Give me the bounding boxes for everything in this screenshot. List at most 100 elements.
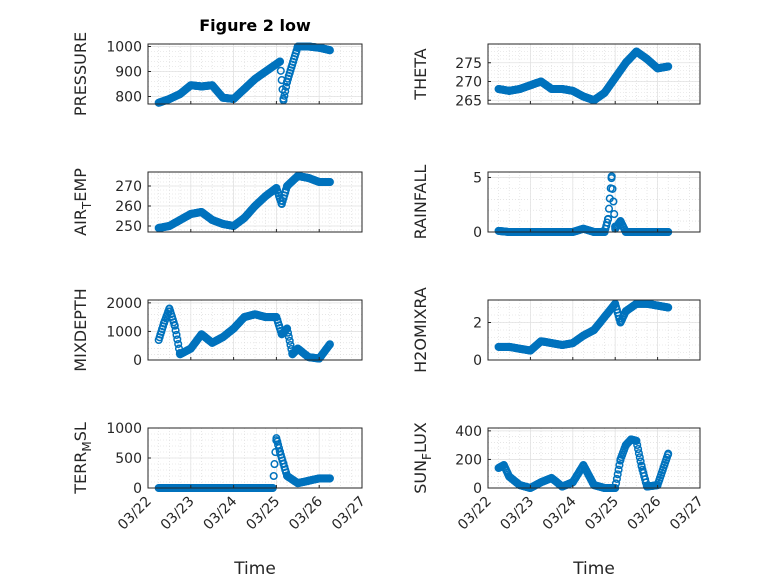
data-point — [173, 335, 182, 344]
subplot-8: 0 200 400 03/22 03/23 03/24 03/25 03/26 03/27 SUN… — [411, 422, 707, 579]
y-tick-label: 0 — [473, 353, 482, 369]
y-tick-label: 270 — [115, 179, 142, 195]
y-tick-label: 265 — [455, 93, 482, 109]
data-point — [276, 66, 285, 75]
data-point — [275, 57, 285, 66]
y-tick-label: 0 — [133, 481, 142, 497]
axes-frame — [487, 43, 701, 105]
data-point — [325, 474, 334, 483]
data-point — [608, 184, 617, 193]
y-tick-label: 1000 — [106, 40, 142, 56]
data-point — [610, 210, 619, 219]
data-point — [664, 62, 673, 71]
data-point — [284, 332, 293, 341]
y-tick-label: 500 — [115, 451, 142, 467]
data-point — [613, 470, 622, 479]
data-point — [614, 465, 623, 474]
data-point — [270, 460, 279, 469]
y-axis-label: PRESSURE — [71, 32, 90, 116]
y-axis-label: TERRMSL — [71, 422, 94, 495]
data-point — [269, 471, 278, 481]
axes-frame — [147, 171, 363, 233]
data-point — [325, 46, 334, 55]
data-point — [174, 339, 183, 349]
data-point — [632, 436, 641, 445]
subplot-4: 0 5 RAINFALL — [411, 165, 701, 241]
chart-title: Figure 2 low — [199, 16, 311, 35]
data-point — [633, 440, 642, 450]
x-tick-label: 03/25 — [243, 494, 283, 534]
x-tick-label: 03/25 — [582, 494, 622, 534]
axes-frame — [147, 43, 363, 105]
y-tick-label: 5 — [473, 170, 482, 186]
y-tick-label: 275 — [455, 56, 482, 72]
y-tick-label: 0 — [133, 353, 142, 369]
y-tick-label: 2 — [473, 316, 482, 332]
subplot-7: 0 500 1000 03/22 03/23 03/24 03/25 03/26 03/27 TE… — [71, 421, 369, 579]
axes-frame — [487, 171, 701, 233]
x-tick-label: 03/26 — [625, 493, 665, 533]
x-tick-label: 03/27 — [329, 494, 369, 534]
y-tick-label: 260 — [115, 199, 142, 215]
x-tick-label: 03/23 — [497, 494, 537, 534]
x-tick-label: 03/24 — [201, 493, 241, 533]
x-tick-label: 03/22 — [455, 494, 495, 534]
y-tick-label: 400 — [455, 424, 482, 440]
data-point — [664, 303, 673, 312]
y-tick-label: 2000 — [106, 296, 142, 312]
data-point — [171, 326, 180, 335]
y-tick-label: 250 — [115, 219, 142, 235]
data-point — [172, 330, 181, 339]
x-tick-label: 03/27 — [667, 494, 707, 534]
y-tick-label: 1000 — [106, 324, 142, 340]
y-axis-label: AIRTEMP — [71, 168, 94, 236]
data-point — [285, 336, 294, 345]
axes-frame — [487, 427, 701, 489]
data-point — [634, 449, 643, 458]
data-point — [280, 91, 289, 100]
data-point — [283, 328, 293, 337]
data-point — [282, 82, 291, 91]
y-axis-label: H2OMIXRA — [411, 287, 430, 373]
y-axis-label: MIXDEPTH — [71, 288, 90, 371]
y-tick-label: 200 — [455, 452, 482, 468]
subplot-2: 265 270 275 THETA — [411, 43, 701, 109]
y-axis-label: SUNFLUX — [411, 422, 434, 494]
x-tick-label: 03/26 — [286, 493, 326, 533]
data-point — [325, 177, 334, 187]
data-point — [281, 87, 290, 96]
data-point — [612, 474, 621, 483]
x-tick-label: 03/22 — [115, 494, 155, 534]
data-point — [604, 204, 614, 213]
data-point — [634, 445, 643, 454]
data-point — [286, 340, 295, 350]
axes-frame — [487, 299, 701, 361]
y-axis-label: RAINFALL — [411, 165, 430, 240]
axes-frame — [147, 299, 363, 361]
y-tick-label: 900 — [115, 65, 142, 81]
subplot-1: 800 900 1000 PRESSURE Figure 2 low — [71, 16, 363, 116]
subplot-6: 0 2 H2OMIXRA — [411, 287, 701, 373]
data-point — [636, 457, 645, 466]
data-point — [325, 340, 334, 349]
y-tick-label: 1000 — [106, 421, 142, 437]
x-axis-label: Time — [233, 559, 276, 579]
subplot-3: 250 260 270 AIRTEMP — [71, 168, 363, 236]
x-tick-label: 03/24 — [540, 493, 580, 533]
data-point — [609, 197, 618, 206]
data-point — [283, 324, 292, 333]
data-point — [170, 321, 179, 330]
y-tick-label: 800 — [115, 90, 142, 106]
x-tick-label: 03/23 — [158, 494, 198, 534]
y-tick-label: 0 — [473, 225, 482, 241]
data-point — [607, 172, 616, 181]
data-point — [604, 214, 613, 223]
y-tick-label: 0 — [473, 481, 482, 497]
data-point — [635, 453, 644, 462]
x-axis-label: Time — [572, 559, 615, 579]
y-tick-label: 270 — [455, 75, 482, 91]
data-point — [611, 479, 621, 488]
subplot-5: 0 1000 2000 MIXDEPTH — [71, 288, 363, 372]
y-axis-label: THETA — [411, 48, 430, 100]
data-point — [664, 449, 673, 458]
